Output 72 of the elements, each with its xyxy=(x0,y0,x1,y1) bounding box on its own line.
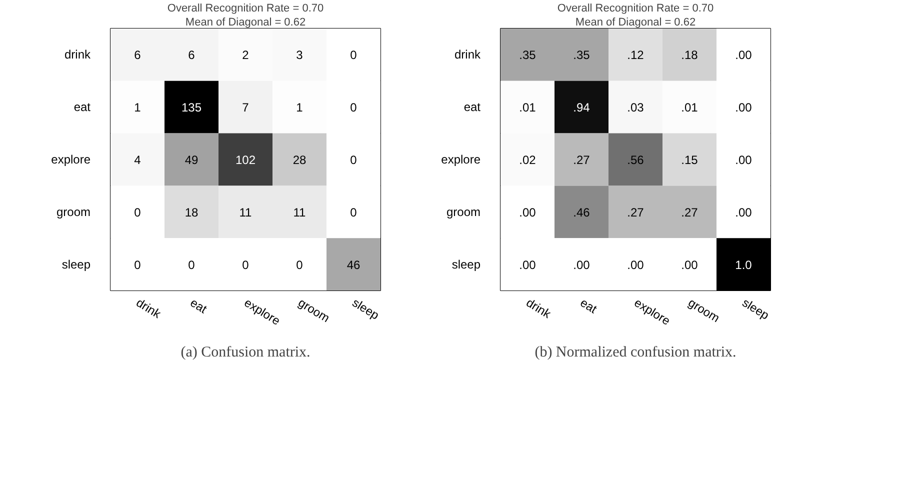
data-label: .46 xyxy=(573,205,590,220)
x-tick-label: sleep xyxy=(350,296,382,323)
y-tick-label: groom xyxy=(446,204,481,219)
data-label: .56 xyxy=(627,153,644,167)
data-label: .00 xyxy=(573,258,590,272)
data-label: .00 xyxy=(519,205,536,220)
chart-subtitle: Mean of Diagonal = 0.62 xyxy=(575,16,696,28)
data-label: .00 xyxy=(681,258,698,272)
data-label: 0 xyxy=(134,205,142,220)
data-label: 49 xyxy=(184,153,198,167)
x-tick-label: eat xyxy=(188,296,210,317)
y-tick-label: drink xyxy=(454,48,482,62)
data-label: .00 xyxy=(735,48,752,62)
data-label: .35 xyxy=(519,48,536,62)
y-tick-label: drink xyxy=(64,48,92,62)
x-tick-label: drink xyxy=(134,296,164,322)
data-label: .01 xyxy=(681,100,698,115)
data-label: 3 xyxy=(296,48,304,62)
data-label: .00 xyxy=(735,205,752,220)
chart-title: Overall Recognition Rate = 0.70 xyxy=(167,2,324,14)
chart-title: Overall Recognition Rate = 0.70 xyxy=(557,2,714,14)
data-label: 0 xyxy=(350,205,358,220)
data-label: 1 xyxy=(134,100,142,115)
data-label: .00 xyxy=(519,258,536,272)
data-label: 18 xyxy=(184,205,198,220)
data-label: .27 xyxy=(681,205,698,220)
data-label: 2 xyxy=(242,48,250,62)
y-tick-label: groom xyxy=(56,204,91,219)
data-label: .18 xyxy=(681,48,698,62)
data-label: 1 xyxy=(296,100,304,115)
data-label: .12 xyxy=(627,48,644,62)
x-tick-label: sleep xyxy=(740,296,772,323)
chart-subtitle: Mean of Diagonal = 0.62 xyxy=(185,16,306,28)
data-label: 28 xyxy=(292,153,306,167)
data-label: 0 xyxy=(350,100,358,115)
x-tick-label: eat xyxy=(578,296,600,317)
data-label: .00 xyxy=(735,153,752,167)
data-label: 0 xyxy=(296,258,304,272)
data-label: 135 xyxy=(181,100,202,115)
data-label: .35 xyxy=(573,48,590,62)
data-label: 0 xyxy=(188,258,196,272)
data-label: 1.0 xyxy=(735,258,752,272)
y-tick-label: explore xyxy=(441,152,481,166)
data-label: .15 xyxy=(681,153,698,167)
data-label: 46 xyxy=(346,258,360,272)
y-tick-label: explore xyxy=(51,152,91,166)
data-label: .27 xyxy=(573,153,590,167)
x-tick-label: drink xyxy=(524,296,554,322)
data-label: 11 xyxy=(293,205,306,220)
data-label: .94 xyxy=(573,100,590,115)
data-label: 0 xyxy=(242,258,250,272)
data-label: .27 xyxy=(627,205,644,220)
data-label: .01 xyxy=(519,100,536,115)
data-label: 6 xyxy=(188,48,196,62)
data-label: 11 xyxy=(239,205,252,220)
data-label: .00 xyxy=(627,258,644,272)
y-tick-label: eat xyxy=(74,100,92,114)
data-label: 7 xyxy=(242,100,250,115)
y-tick-label: sleep xyxy=(62,257,91,272)
text: (b) Normalized confusion matrix. xyxy=(534,344,736,360)
data-label: .03 xyxy=(627,100,644,115)
data-label: 0 xyxy=(134,258,142,272)
data-label: 6 xyxy=(134,48,142,62)
y-tick-label: eat xyxy=(464,100,482,114)
data-label: 0 xyxy=(350,153,358,167)
data-label: .00 xyxy=(735,100,752,115)
data-label: 4 xyxy=(134,153,142,167)
data-label: 0 xyxy=(350,48,358,62)
text: (a) Confusion matrix. xyxy=(180,344,310,360)
data-label: .02 xyxy=(519,153,536,167)
y-tick-label: sleep xyxy=(452,257,481,272)
data-label: 102 xyxy=(235,153,256,167)
